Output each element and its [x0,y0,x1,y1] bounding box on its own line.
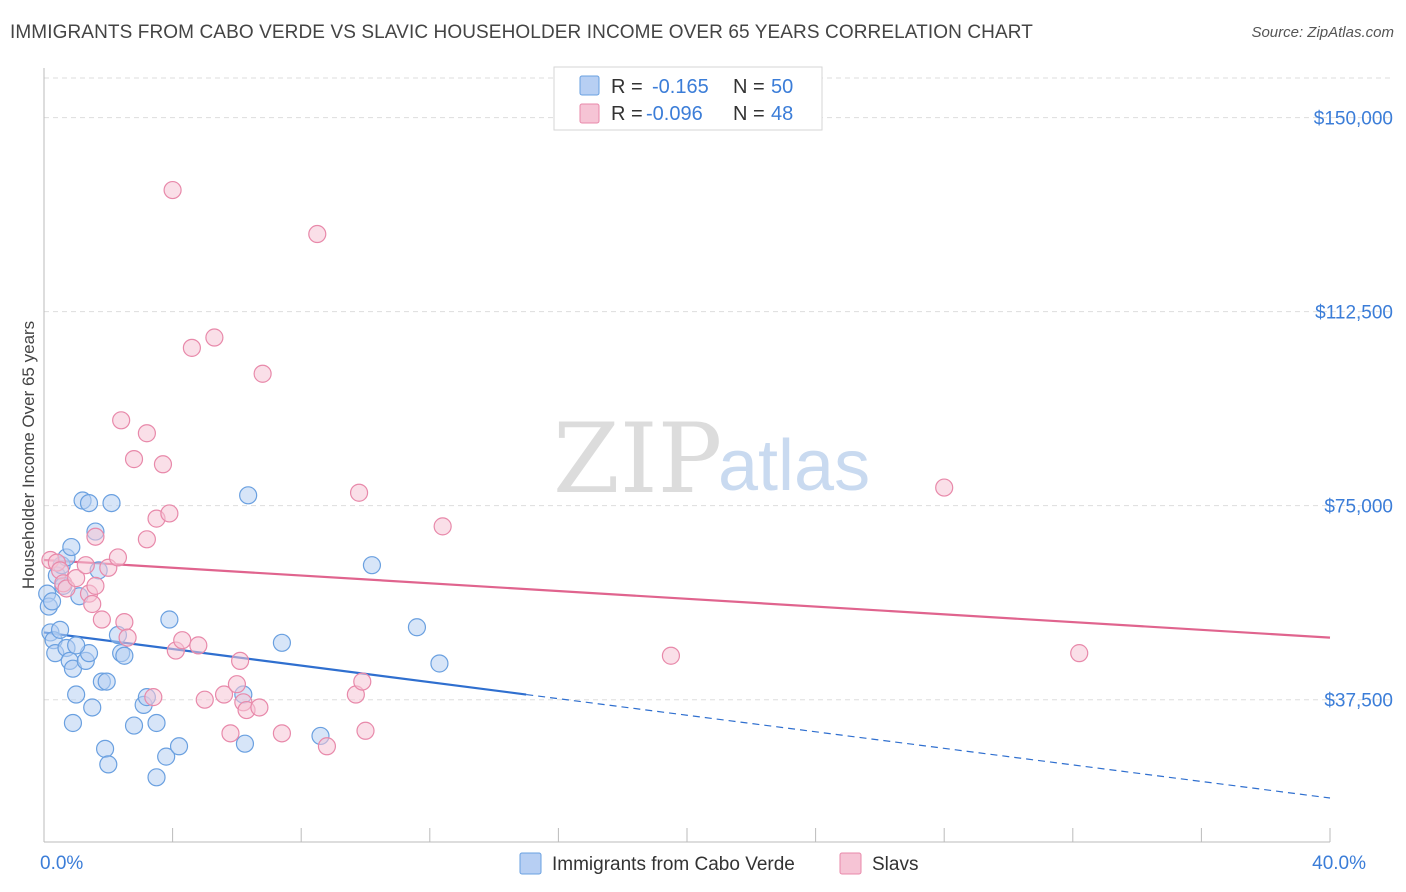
point-pink-1-20 [144,688,163,707]
y-axis-title: Householder Income Over 65 years [19,321,38,589]
legend-r-value-1: -0.165 [652,76,709,98]
y-tick-label-1: $75,000 [1324,497,1393,518]
series-legend-swatch-blue [519,852,542,875]
point-pink-2-0 [935,478,954,497]
point-pink-1-10 [86,527,105,546]
point-blue-0-26 [95,739,115,758]
trend-line-dashed-0 [526,693,1331,799]
point-pink-1-18 [137,530,156,549]
axes [43,68,1331,843]
point-pink-1-38 [272,724,292,743]
series-legend-swatch-pink [839,852,862,875]
point-blue-0-28 [99,755,118,774]
point-blue-0-37 [157,747,176,766]
point-pink-1-14 [115,612,134,632]
point-blue-0-36 [147,713,166,733]
point-pink-1-23 [160,504,179,523]
point-pink-1-13 [108,548,128,567]
point-pink-1-19 [137,424,156,443]
point-blue-0-27 [97,672,116,691]
point-blue-0-47 [430,654,449,673]
point-pink-1-15 [112,411,131,430]
point-pink-1-32 [227,675,246,694]
point-blue-0-29 [102,493,121,513]
point-blue-0-49 [67,636,86,655]
point-blue-0-45 [362,556,382,575]
legend-n-label-1: N = [733,76,765,98]
chart-title: IMMIGRANTS FROM CABO VERDE VS SLAVIC HOU… [10,22,1033,43]
point-pink-1-8 [83,594,102,614]
point-blue-0-21 [79,493,99,513]
point-blue-0-16 [67,685,86,704]
y-tick-label-3: $150,000 [1314,109,1393,130]
legend-n-value-2: 48 [771,103,793,125]
y-tick-label-2: $112,500 [1315,303,1393,324]
point-blue-0-46 [407,618,427,637]
series-legend-label-blue: Immigrants from Cabo Verde [552,854,795,875]
legend-r-label-1: R = [611,76,643,98]
legend-n-value-1: 50 [771,76,793,98]
legend-r-value-2: -0.096 [646,103,703,125]
x-tick-label-0: 0.0% [40,853,83,874]
point-pink-1-5 [67,569,86,588]
point-pink-2-1 [1070,644,1089,663]
point-pink-1-36 [250,698,269,717]
point-blue-0-42 [239,486,258,505]
point-pink-1-31 [221,724,240,743]
legend-swatch-blue [579,75,600,96]
point-blue-0-41 [235,734,255,753]
data-points [38,180,1089,787]
point-blue-0-38 [160,610,179,629]
point-blue-0-48 [147,768,166,787]
point-pink-1-27 [189,636,208,655]
y-tick-label-0: $37,500 [1324,691,1393,712]
x-tick-label-1: 40.0% [1312,853,1366,874]
point-pink-1-46 [661,646,681,665]
point-pink-1-40 [317,737,337,756]
legend-r-label-2: R = [611,103,643,125]
point-pink-1-43 [353,672,372,691]
y-tick-labels: $37,500 $75,000 $112,500 $150,000 [1314,109,1393,712]
trend-line-1 [43,558,1331,639]
legend-n-label-2: N = [733,103,765,125]
point-pink-1-22 [153,455,173,474]
point-pink-1-6 [76,556,95,575]
correlation-legend: R = -0.165 N = 50 R = -0.096 N = 48 [553,66,823,131]
point-blue-0-33 [124,716,144,735]
point-pink-1-33 [231,651,250,671]
chart-source: Source: ZipAtlas.com [1251,24,1394,41]
point-pink-1-29 [205,328,224,347]
point-blue-0-15 [63,713,83,733]
point-blue-0-43 [272,633,292,652]
series-legend: Immigrants from Cabo Verde Slavs [519,852,918,875]
point-pink-1-42 [349,483,369,502]
point-blue-0-3 [42,592,62,611]
series-legend-label-pink: Slavs [872,854,918,875]
point-pink-1-28 [195,690,214,709]
point-pink-1-37 [253,364,272,383]
point-pink-1-39 [308,224,327,244]
point-blue-0-13 [62,537,81,557]
point-pink-1-17 [124,450,144,469]
point-pink-1-30 [214,685,234,704]
point-pink-1-45 [433,517,452,536]
point-pink-1-16 [118,628,137,647]
watermark-atlas: atlas [718,426,870,506]
legend-swatch-pink [579,103,600,124]
grid-lines [44,77,1393,701]
point-pink-1-9 [86,576,105,595]
point-pink-1-11 [92,610,111,629]
point-pink-1-44 [356,721,375,740]
point-pink-1-25 [173,631,192,650]
watermark: ZIP atlas [553,403,870,515]
point-blue-0-32 [115,646,134,665]
point-blue-0-39 [169,737,189,756]
point-pink-1-26 [182,338,201,357]
point-pink-1-47 [163,180,182,200]
x-tick-labels: 0.0% 40.0% [40,853,1366,874]
watermark-zip: ZIP [553,403,722,515]
point-blue-0-7 [50,620,70,639]
point-blue-0-22 [83,698,102,717]
